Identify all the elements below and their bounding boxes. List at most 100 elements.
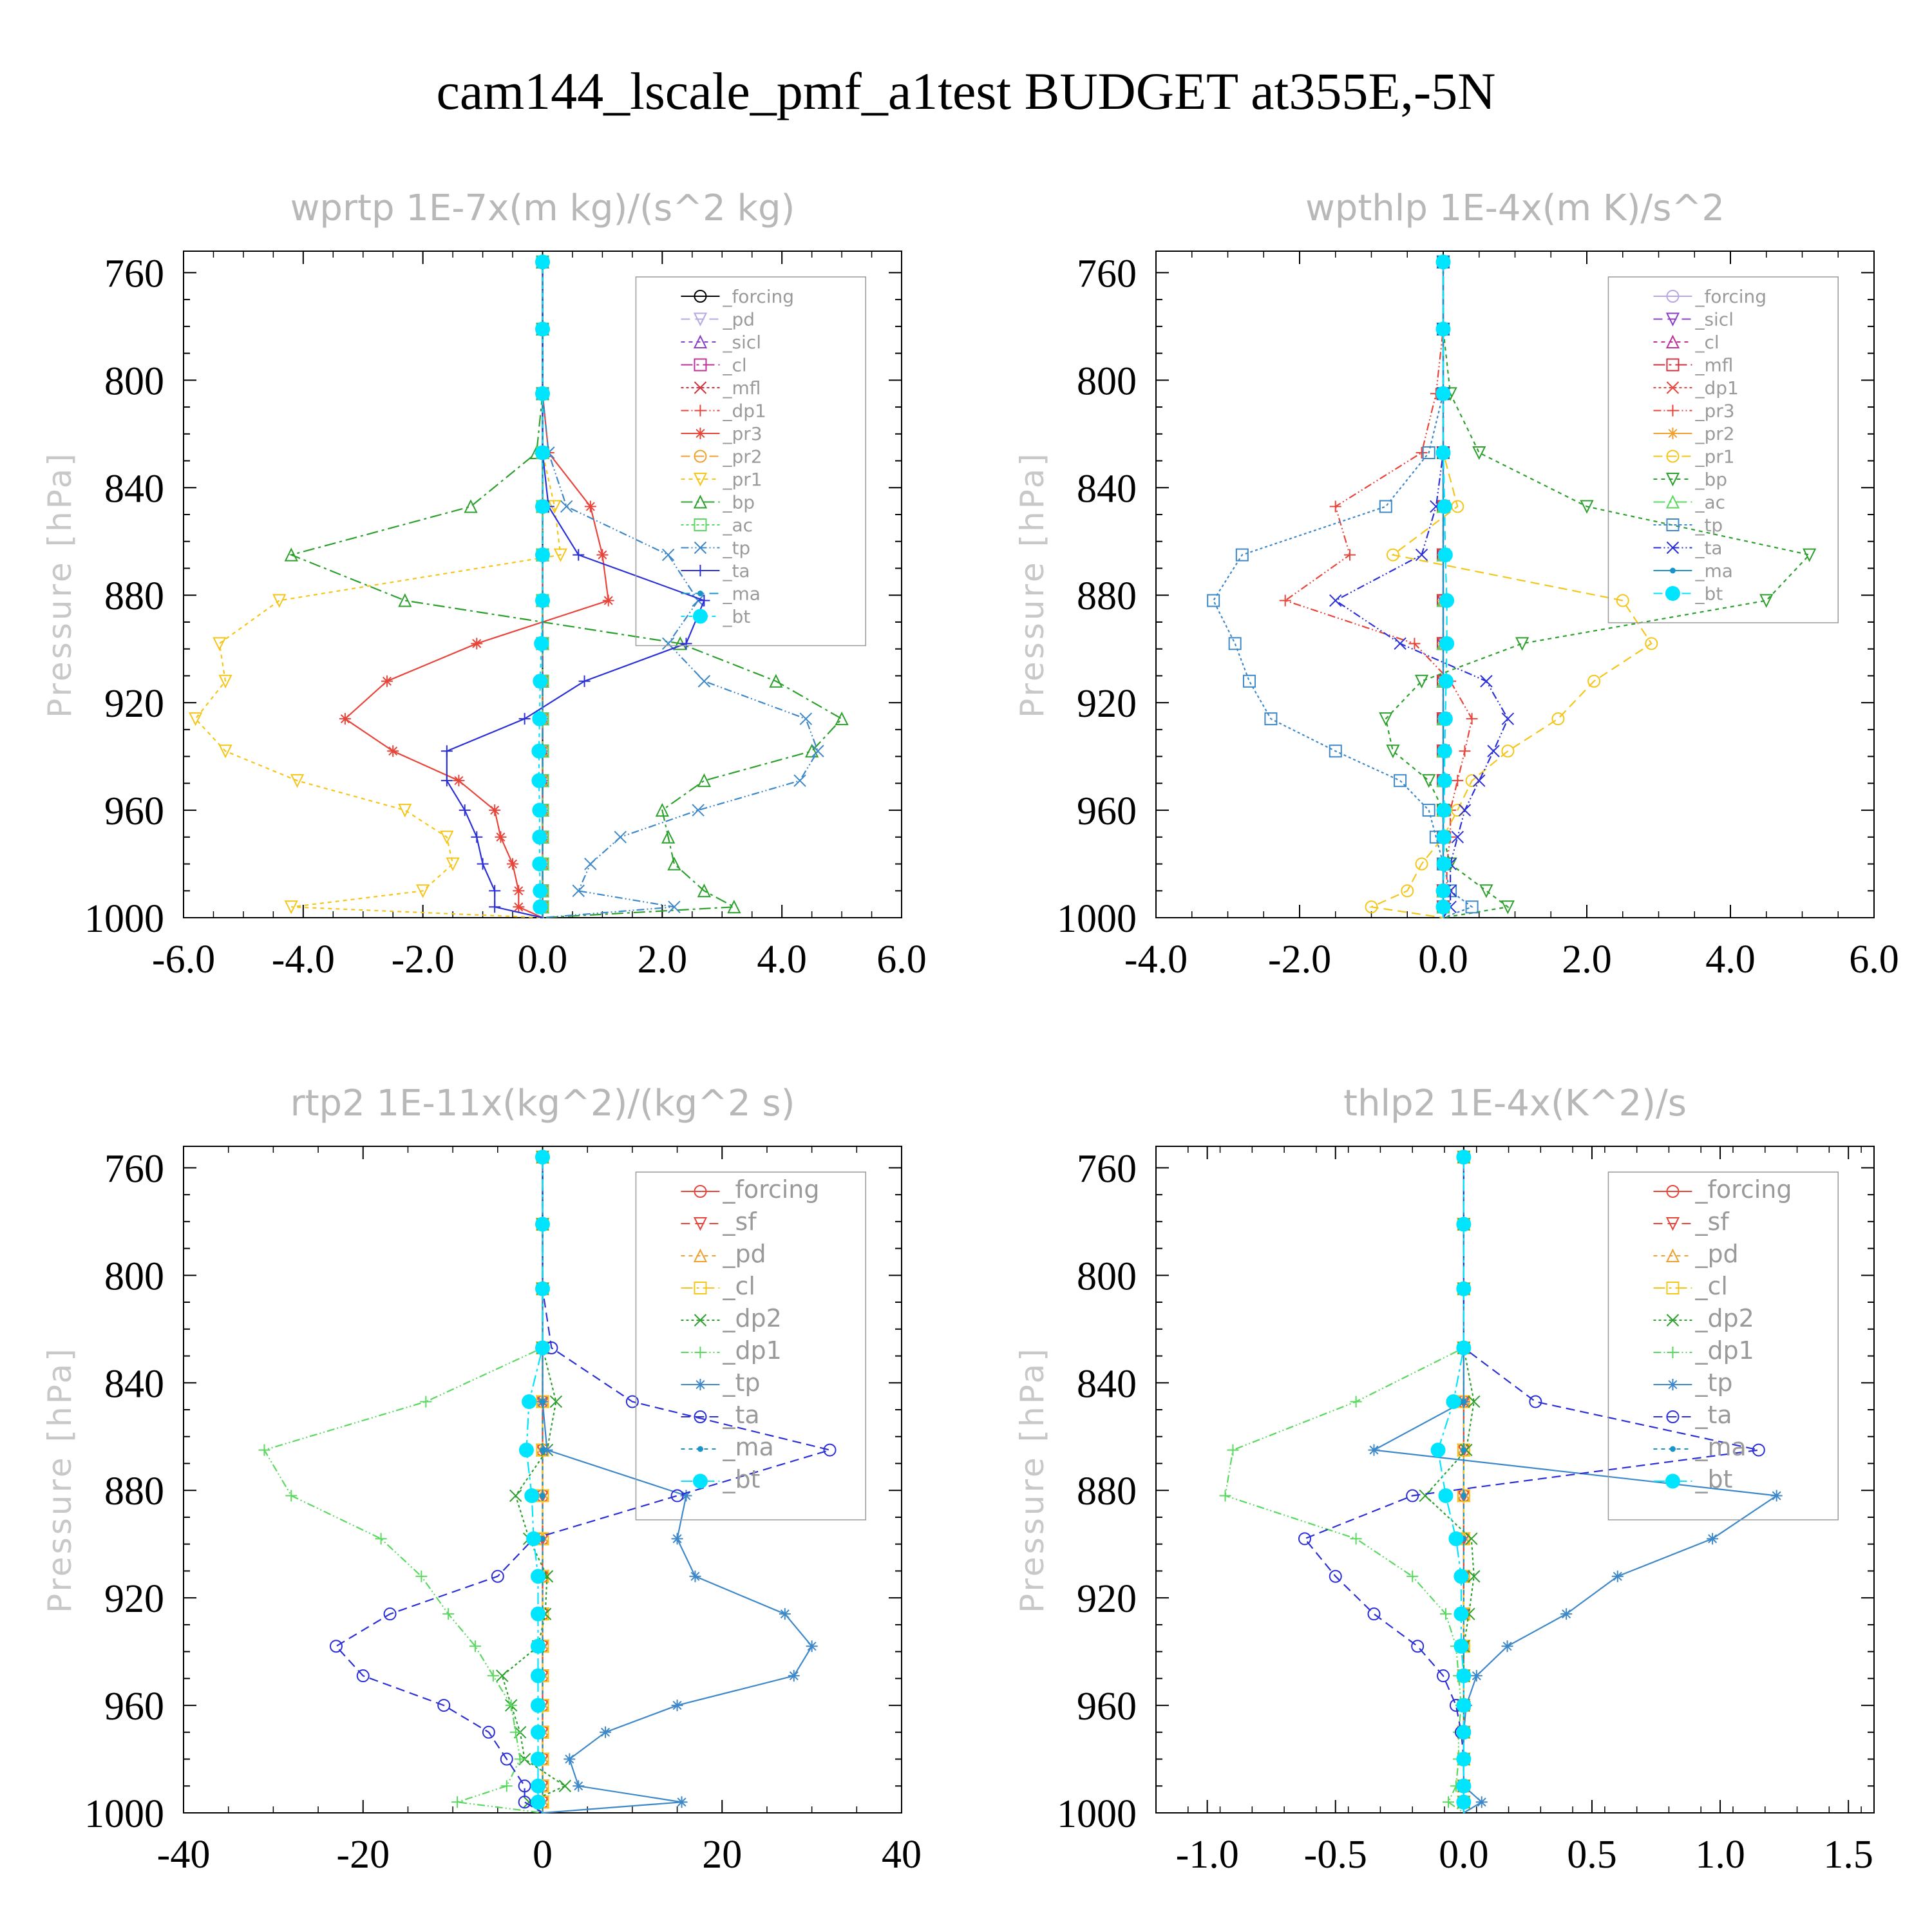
legend-marker (1666, 541, 1680, 554)
legend-entry: _ac (1653, 492, 1725, 513)
data-point_dp1 (258, 1444, 270, 1456)
legend-entry: _ac (681, 515, 753, 536)
legend-entry: _pr1 (1653, 446, 1735, 468)
data-point_tp (680, 1490, 692, 1502)
legend-label: _bp (722, 492, 755, 513)
legend-label: _ta (1694, 1401, 1732, 1429)
data-point_bp (835, 711, 849, 726)
y-tick-label: 920 (1077, 682, 1137, 726)
data-point_ta (698, 594, 710, 607)
y-axis-title: Pressure [hPa] (1014, 1346, 1051, 1613)
legend-marker (1669, 1446, 1676, 1452)
legend-marker (693, 312, 708, 327)
data-point_pr1 (272, 594, 287, 608)
legend-entry: _pr2 (681, 446, 762, 468)
data-point_dp1 (1350, 1533, 1362, 1545)
data-point_tp (1368, 1444, 1380, 1456)
legend-entry: _cl (681, 355, 747, 376)
data-point_pr3 (1452, 775, 1464, 787)
legend-entry: _tp (1653, 515, 1723, 536)
legend-marker (693, 1248, 708, 1262)
legend-entry: _ma (1653, 560, 1733, 582)
legend-entry: _pd (681, 309, 755, 330)
legend-marker (1665, 1248, 1680, 1262)
legend-label: _ac (722, 515, 753, 536)
data-point_tp (1228, 637, 1242, 650)
legend-marker (1666, 1410, 1680, 1423)
data-point_bt (531, 1725, 546, 1740)
data-point_tp (572, 884, 585, 897)
x-tick-label: -4.0 (272, 938, 335, 981)
legend-marker (1666, 1185, 1680, 1198)
data-point_ta (383, 1607, 397, 1621)
legend-marker (694, 1347, 706, 1358)
data-point_bt (524, 1488, 540, 1504)
legend-entry: _dp1 (1653, 377, 1739, 399)
series_bt (1430, 1150, 1472, 1813)
data-point_ta (1451, 831, 1464, 844)
data-point_ma (540, 1493, 545, 1499)
series_bt (531, 254, 550, 918)
data-point_dp2 (549, 1395, 563, 1408)
data-point_pr3 (1344, 549, 1356, 561)
data-point_tp (1475, 1796, 1488, 1808)
data-point_pr1 (1386, 548, 1399, 562)
series-line_ta (1303, 1157, 1759, 1813)
data-point_pr1 (1365, 900, 1378, 914)
legend-marker (1665, 586, 1680, 601)
data-point_bt (1446, 1394, 1461, 1409)
legend-entry: _ta (1653, 538, 1723, 559)
data-point_tp (564, 1753, 576, 1765)
series_dp1 (258, 1151, 549, 1814)
data-point_ta (437, 1699, 451, 1712)
data-point_tp (1611, 1570, 1624, 1582)
legend-label: _dp1 (722, 1336, 781, 1365)
data-point_ta (482, 1725, 495, 1739)
legend-marker (692, 609, 708, 624)
data-point_bp (697, 884, 711, 898)
series_pr1 (188, 255, 567, 919)
legend-box (1607, 1171, 1839, 1520)
legend-label: _ta (722, 1401, 759, 1429)
data-point_pr3 (1279, 594, 1291, 607)
data-point_ta (440, 775, 453, 787)
data-point_bt (1439, 636, 1455, 651)
data-point_bt (1456, 1725, 1472, 1740)
y-tick-label: 840 (1077, 1362, 1137, 1406)
data-point_bt (1456, 1340, 1472, 1356)
data-point_dp1 (415, 1570, 428, 1582)
legend-entry: _pr1 (681, 469, 762, 490)
data-point_bt (1438, 1488, 1454, 1504)
data-point_ta (625, 1395, 639, 1408)
data-point_tp (692, 804, 705, 817)
data-point_pr1 (1587, 674, 1601, 688)
data-point_bt (1435, 899, 1451, 914)
data-point_pr1 (1501, 744, 1515, 758)
data-point_dp1 (1406, 1570, 1419, 1582)
y-tick-label: 920 (1077, 1577, 1137, 1621)
data-point_dp1 (487, 1670, 499, 1682)
y-tick-label: 1000 (1057, 897, 1137, 941)
data-point_ta (518, 1795, 531, 1809)
legend-box (1607, 276, 1839, 623)
data-point_tp (1329, 744, 1342, 758)
data-point_tp (793, 774, 806, 787)
data-point_bt (532, 711, 547, 726)
data-point_tp (1501, 1640, 1513, 1653)
data-point_dp2 (558, 1779, 572, 1792)
data-point_bt (1435, 883, 1451, 898)
data-point_bt (531, 1778, 546, 1794)
data-point_bt (531, 1569, 546, 1584)
y-tick-label: 800 (104, 359, 164, 403)
legend-label: _cl (722, 355, 746, 376)
series-line_dp1 (263, 1157, 544, 1814)
data-point_bt (535, 386, 550, 401)
data-point_bt (1456, 1778, 1472, 1794)
legend-entry: _ma (1653, 1433, 1747, 1461)
data-point_pr1 (1551, 712, 1565, 726)
legend-entry: _forcing (1653, 1175, 1792, 1204)
legend-marker (1666, 518, 1680, 531)
series-line_tp (1212, 261, 1473, 919)
legend-marker (694, 1410, 707, 1423)
legend-label: _ma (1694, 1433, 1746, 1461)
